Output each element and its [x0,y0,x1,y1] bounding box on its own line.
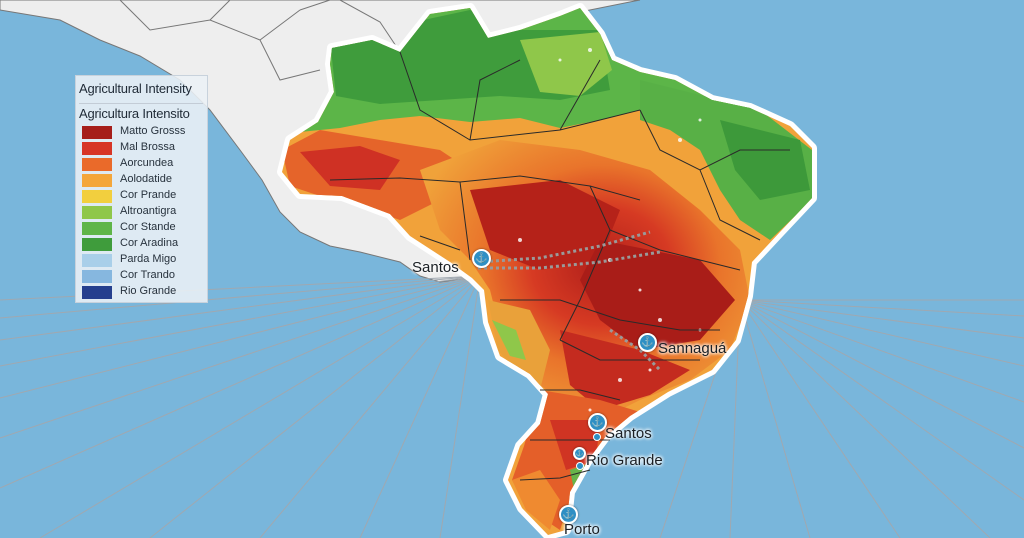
legend-item: Cor Stande [82,221,206,235]
state-borders [329,51,790,481]
legend-item-label: Rio Grande [120,285,177,297]
legend-item-label: Matto Grosss [120,125,186,137]
legend-swatch [82,190,112,203]
port-label-santos-south: Santos [605,425,652,442]
legend-item: Cor Trando [82,269,206,283]
legend-swatch [82,206,112,219]
lagoon [588,476,602,508]
legend-item-label: Cor Prande [120,189,177,201]
port-dot [576,462,584,470]
legend-item: Rio Grande [82,285,206,299]
legend-swatch [82,222,112,235]
legend-swatch [82,286,112,299]
legend-swatch [82,270,112,283]
transport-corridor [477,230,662,372]
port-dot [593,433,601,441]
anchor-icon[interactable]: ⚓ [573,447,586,460]
port-label-rio-grande: Rio Grande [586,452,663,469]
legend-item: Matto Grosss [82,125,206,139]
legend-item: Cor Prande [82,189,206,203]
legend-swatch [82,142,112,155]
port-label-santos-west: Santos [412,259,459,276]
neighbor-borders [119,0,401,81]
anchor-icon[interactable]: ⚓ [472,249,491,268]
legend-title: Agricultural Intensity [79,81,192,96]
legend-panel: Agricultural Intensity Agricultura Inten… [75,75,208,303]
legend-item-label: Altroantigra [120,205,177,217]
legend-swatch [82,126,112,139]
legend-subtitle: Agricultura Intensito [79,103,203,121]
legend-item-label: Cor Trando [120,269,176,281]
anchor-icon[interactable]: ⚓ [588,413,607,432]
anchor-icon[interactable]: ⚓ [559,505,578,524]
legend-swatch [82,254,112,267]
legend-item: Cor Aradina [82,237,206,251]
legend-item-label: Aorcundea [120,157,174,169]
legend-item: Mal Brossa [82,141,206,155]
legend-item: Aorcundea [82,157,206,171]
legend-swatch [82,238,112,251]
legend-item-label: Cor Aradina [120,237,179,249]
port-label-sannagua: Sannaguá [658,340,727,357]
legend-item: Altroantigra [82,205,206,219]
legend-swatch [82,174,112,187]
legend-item: Aolodatide [82,173,206,187]
anchor-icon[interactable]: ⚓ [638,333,657,352]
shipping-routes [0,275,1024,538]
legend-item-label: Parda Migo [120,253,177,265]
legend-item-label: Cor Stande [120,221,176,233]
legend-item-label: Mal Brossa [120,141,176,153]
port-label-porto: Porto [564,521,600,538]
legend-swatch [82,158,112,171]
legend-item: Parda Migo [82,253,206,267]
legend-item-label: Aolodatide [120,173,172,185]
